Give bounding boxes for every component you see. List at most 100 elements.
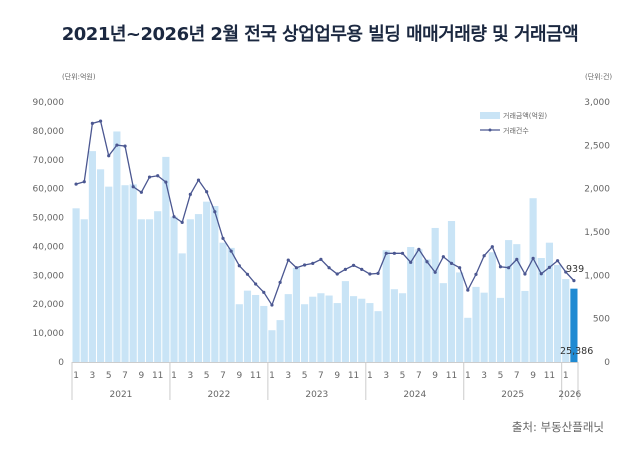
line-point xyxy=(123,144,127,148)
x-tick-label: 11 xyxy=(348,371,359,381)
data-label-last-point: 939 xyxy=(566,264,584,275)
line-point xyxy=(555,259,560,263)
line-point xyxy=(82,180,86,184)
line-point xyxy=(311,261,315,265)
line-point xyxy=(302,263,307,267)
x-tick-label: 9 xyxy=(334,371,340,381)
line-point xyxy=(458,266,462,270)
bar xyxy=(301,304,309,362)
bar xyxy=(480,292,488,362)
bar xyxy=(284,294,292,362)
x-tick-label: 5 xyxy=(400,371,406,381)
bar xyxy=(219,242,227,362)
x-tick-label: 5 xyxy=(498,371,504,381)
x-tick-label: 3 xyxy=(285,371,291,381)
y-left-tick-label: 30,000 xyxy=(33,271,65,281)
bar xyxy=(341,281,349,362)
x-year-label: 2023 xyxy=(305,390,328,400)
x-year-label: 2025 xyxy=(501,390,524,400)
x-tick-label: 7 xyxy=(122,371,128,381)
line-point xyxy=(449,261,454,265)
line-point xyxy=(245,272,250,276)
line-point xyxy=(98,119,103,123)
line-point xyxy=(466,288,470,292)
line-point xyxy=(221,236,225,240)
bar xyxy=(439,283,447,362)
line-point xyxy=(409,260,413,264)
line-point xyxy=(376,271,380,275)
x-tick-label: 7 xyxy=(416,371,422,381)
y-right-tick-label: 2,500 xyxy=(584,141,610,151)
bar xyxy=(554,264,562,362)
line-point xyxy=(572,279,576,283)
line-point xyxy=(131,185,135,189)
bar xyxy=(268,330,276,362)
line-point xyxy=(539,272,543,276)
bar xyxy=(113,131,121,362)
bar xyxy=(349,296,358,362)
chart-title: 2021년~2026년 2월 전국 상업업무용 빌딩 매매거래량 및 거래금액 xyxy=(61,24,579,45)
bar xyxy=(121,185,129,362)
y-left-tick-label: 40,000 xyxy=(33,242,65,252)
line-path xyxy=(75,120,575,307)
x-tick-label: 9 xyxy=(236,371,242,381)
y-left-tick-label: 50,000 xyxy=(33,214,65,224)
x-tick-label: 3 xyxy=(383,371,389,381)
y-right-tick-label: 3,000 xyxy=(584,98,610,108)
bar xyxy=(570,288,578,362)
x-tick-label: 11 xyxy=(544,371,555,381)
line-point xyxy=(156,174,160,178)
bar xyxy=(252,294,260,362)
line-point xyxy=(319,257,323,261)
y-left-tick-label: 70,000 xyxy=(33,156,65,166)
x-tick-label: 3 xyxy=(187,371,193,381)
line-point xyxy=(115,143,119,147)
line-point xyxy=(392,251,396,255)
y-right-tick-label: 0 xyxy=(604,358,610,368)
x-tick-label: 9 xyxy=(432,371,438,381)
y-right-tick-label: 1,000 xyxy=(584,271,610,281)
y-left-tick-label: 0 xyxy=(58,358,64,368)
y-right-tick-label: 1,500 xyxy=(584,228,610,238)
line-point xyxy=(270,303,274,307)
line-point xyxy=(237,264,241,268)
bar-series xyxy=(72,131,578,362)
line-point xyxy=(507,266,511,270)
y-left-tick-label: 20,000 xyxy=(33,300,65,310)
bar xyxy=(162,156,170,362)
x-tick-label: 1 xyxy=(269,371,275,381)
line-point xyxy=(498,265,503,269)
line-point xyxy=(254,282,258,286)
x-tick-label: 7 xyxy=(514,371,520,381)
x-tick-label: 7 xyxy=(220,371,226,381)
x-tick-label: 5 xyxy=(204,371,210,381)
line-point xyxy=(90,121,95,126)
axes: 0 10,000 20,000 30,000 40,000 50,000 60,000 70,… xyxy=(33,98,610,400)
line-point xyxy=(180,220,184,224)
bar xyxy=(317,293,325,362)
x-year-label: 2026 xyxy=(558,390,581,400)
line-point xyxy=(164,180,168,184)
bar xyxy=(472,286,480,362)
line-point xyxy=(205,190,209,194)
line-point xyxy=(278,280,282,284)
x-tick-label: 11 xyxy=(446,371,457,381)
x-tick-label: 5 xyxy=(302,371,308,381)
bar xyxy=(145,219,154,362)
line-point xyxy=(262,290,266,294)
line-point xyxy=(425,260,429,264)
y-right-tick-label: 2,000 xyxy=(584,185,610,195)
bar xyxy=(154,211,162,362)
line-point xyxy=(343,267,348,271)
bar xyxy=(129,184,137,362)
line-point xyxy=(564,270,568,274)
bar xyxy=(309,296,317,362)
x-tick-label: 7 xyxy=(318,371,324,381)
bar xyxy=(537,258,545,362)
bar xyxy=(276,320,284,362)
bar xyxy=(496,297,505,362)
line-point xyxy=(335,272,339,276)
bar xyxy=(562,279,570,362)
line-point xyxy=(400,251,405,255)
